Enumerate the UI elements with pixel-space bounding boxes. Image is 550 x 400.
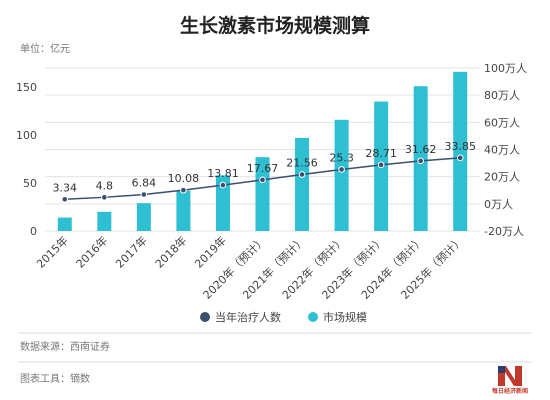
- bar: [255, 157, 270, 231]
- line-point: [101, 194, 108, 201]
- x-axis: 2015年 2016年 2017年 2018年 2019年2020年（预计）2021年（…: [33, 233, 466, 302]
- legend-bar-label: 市场规模: [323, 310, 367, 324]
- y2-tick-label: 80万人: [484, 89, 520, 102]
- x-tick-label: 2016年: [73, 233, 110, 270]
- unit-label: 单位：亿元: [20, 42, 70, 55]
- data-label: 6.84: [132, 177, 157, 190]
- x-tick-label: 2017年: [113, 233, 150, 270]
- line-point: [219, 181, 227, 189]
- data-label: 25.3: [329, 151, 354, 164]
- bar: [215, 175, 230, 231]
- line-point: [298, 171, 306, 178]
- logo-accent-icon: [498, 366, 505, 373]
- x-tick-label: 2019年: [192, 233, 229, 270]
- legend-line-marker: [200, 312, 210, 322]
- source-label: 数据来源：西南证券: [20, 340, 110, 353]
- y2-tick-label: 40万人: [484, 144, 520, 157]
- y-tick-label: 50: [23, 177, 37, 190]
- tool-label: 图表工具：镝数: [20, 372, 90, 385]
- y2-tick-label: 20万人: [484, 171, 520, 184]
- bar: [57, 217, 72, 231]
- bar: [97, 211, 112, 231]
- line-point: [180, 186, 187, 194]
- line-series: 3.34 4.8 6.84 10.08 13.81 17.67 21.56 25.3 28.71…: [53, 140, 476, 203]
- y-tick-label: 150: [16, 81, 37, 94]
- x-tick-label: 2018年: [152, 233, 189, 270]
- data-label: 13.81: [207, 167, 239, 180]
- bar: [176, 190, 191, 231]
- legend-line-label: 当年治疗人数: [215, 310, 281, 324]
- legend: 当年治疗人数 市场规模: [200, 310, 367, 324]
- logo: 每日经济新闻: [491, 366, 528, 395]
- bar: [295, 137, 310, 231]
- data-label: 33.85: [444, 140, 476, 153]
- data-label: 4.8: [96, 179, 114, 192]
- line-point: [338, 166, 345, 173]
- bar: [453, 71, 468, 231]
- line-point: [140, 191, 148, 198]
- bar-series: [57, 71, 468, 231]
- line-point: [61, 195, 69, 203]
- y-axis-left: 0 50 100 150: [16, 81, 37, 238]
- y-tick-label: 100: [16, 129, 37, 142]
- chart-title: 生长激素市场规模测算: [180, 14, 370, 37]
- data-label: 3.34: [53, 181, 78, 194]
- data-label: 31.62: [405, 143, 437, 156]
- logo-text: 每日经济新闻: [491, 387, 528, 395]
- data-label: 10.08: [168, 172, 200, 185]
- data-label: 17.67: [247, 162, 279, 175]
- y-tick-label: 0: [30, 225, 37, 238]
- y2-tick-label: 100万人: [484, 62, 527, 75]
- x-tick-label: 2015年: [33, 233, 70, 270]
- line-point: [456, 154, 464, 162]
- data-label: 21.56: [286, 157, 318, 170]
- legend-bar-marker: [308, 312, 318, 322]
- y2-tick-label: 60万人: [484, 116, 520, 129]
- bar: [136, 203, 151, 231]
- bar: [334, 119, 349, 231]
- y2-tick-label: 0万人: [484, 198, 513, 211]
- line-point: [377, 161, 385, 169]
- line-point: [259, 176, 266, 184]
- y-axis-right: -20万人 0万人 20万人 40万人 60万人 80万人 100万人: [484, 62, 527, 238]
- data-label: 28.71: [365, 147, 397, 160]
- y2-tick-label: -20万人: [484, 225, 524, 238]
- line-point: [417, 157, 424, 165]
